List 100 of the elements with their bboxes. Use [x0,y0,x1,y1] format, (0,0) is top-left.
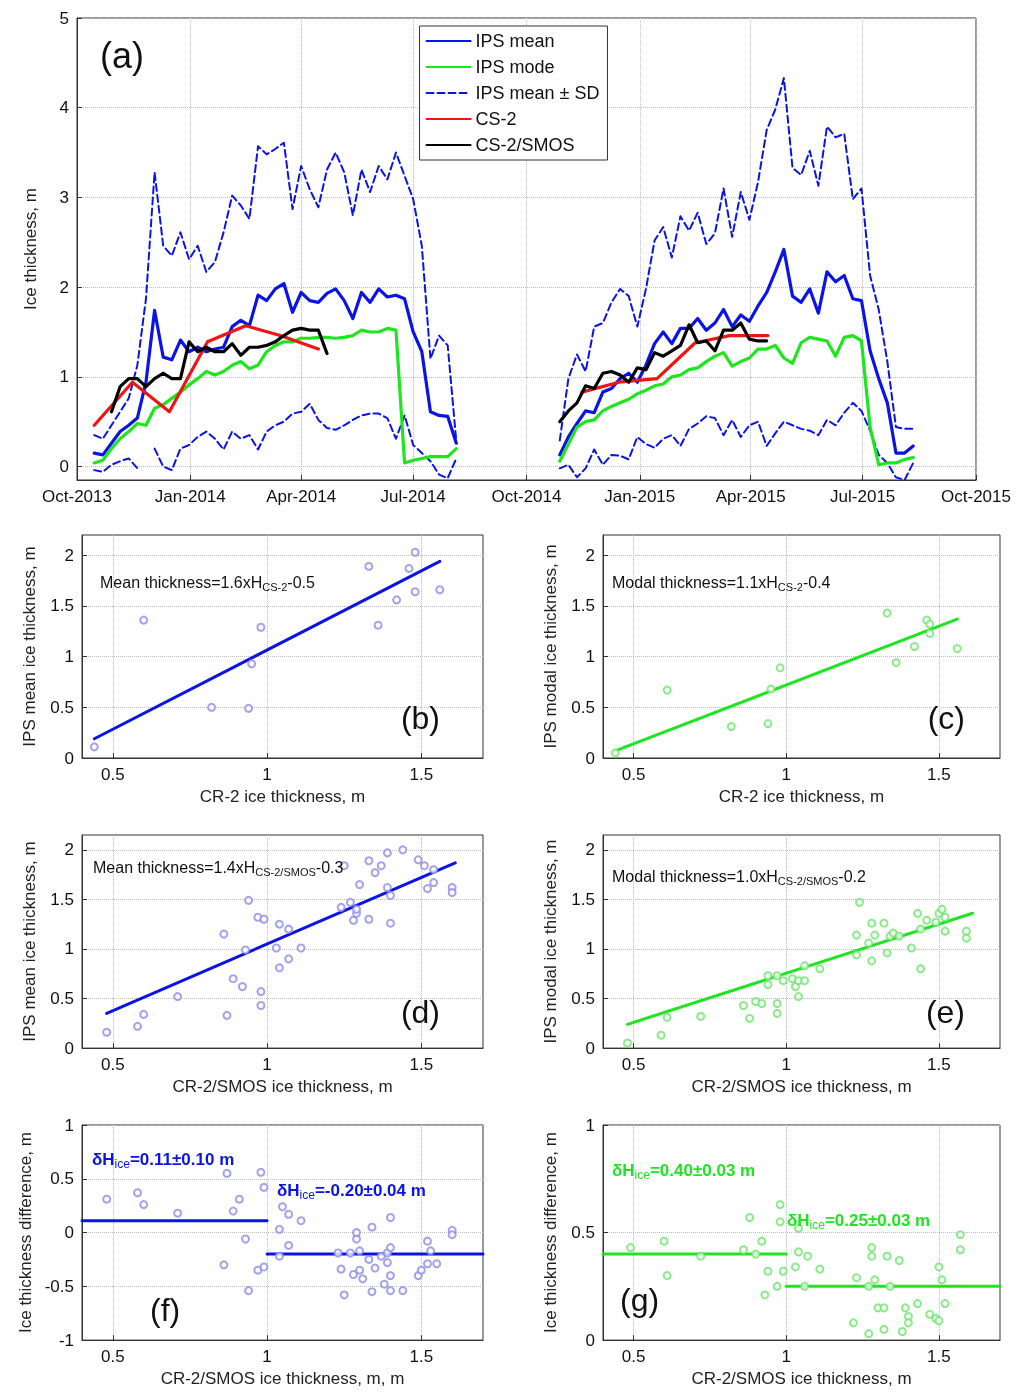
point [247,659,257,669]
point [891,658,901,668]
y-axis-title: IPS modal ice thickness, m [541,544,560,749]
point [435,585,445,595]
point [913,908,923,918]
point [410,547,420,557]
point [240,945,250,955]
point [379,1279,389,1289]
point [345,897,355,907]
point [940,912,950,922]
point [757,1236,767,1246]
point [222,1168,232,1178]
x-tick-label: 1 [781,1347,791,1367]
point [622,1038,632,1048]
point [385,1243,395,1253]
point [447,887,457,897]
point [961,926,971,936]
point [940,926,950,936]
annotation: (g) [620,1282,660,1318]
y-tick-label: 0.5 [571,989,595,1009]
point [133,1188,143,1198]
point [234,1194,244,1204]
point [367,1287,377,1297]
point [382,1258,392,1268]
point [228,974,238,984]
point [219,929,229,939]
point [259,914,269,924]
point [867,1251,877,1261]
point [367,1222,377,1232]
point [745,1212,755,1222]
point [763,971,773,981]
y-tick-label: 1.5 [50,889,74,909]
point [772,1008,782,1018]
point [385,1286,395,1296]
y-tick-label: 1 [64,647,74,667]
point [772,971,782,981]
point [364,1254,374,1264]
point [336,902,346,912]
x-tick-label: 1 [262,1347,272,1367]
point [256,1000,266,1010]
point [922,915,932,925]
point [800,1281,810,1291]
y-axis-title: IPS modal ice thickness, m [541,839,560,1044]
x-tick-label: 1 [781,765,791,784]
y-tick-label: 1 [64,1115,74,1135]
point [882,608,892,618]
point [385,1212,395,1222]
x-tick-label: Oct-2014 [491,487,562,506]
point [696,1011,706,1021]
point [751,1249,761,1259]
point [139,1009,149,1019]
y-tick-label: 1.5 [571,596,595,616]
point [422,1236,432,1246]
y-tick-label: 1 [585,1115,595,1135]
point [429,878,439,888]
point [274,1251,284,1261]
point [422,884,432,894]
point [385,1271,395,1281]
x-tick-label: 1.5 [927,765,951,784]
y-tick-label: 0.5 [50,989,74,1009]
point [662,1012,672,1022]
point [256,1167,266,1177]
point [274,963,284,973]
x-tick-label: Oct-2013 [42,487,112,506]
x-tick-label: Apr-2015 [715,487,786,506]
point [656,1030,666,1040]
point [348,1270,358,1279]
point [385,890,395,900]
point [934,1262,944,1272]
point [256,987,266,997]
point [219,1260,229,1270]
point [937,904,947,914]
point [900,1303,910,1313]
annotation: (d) [400,994,440,1030]
y-tick-label: 0 [585,748,595,768]
point [271,943,281,953]
point [333,1248,343,1258]
point [763,1266,773,1276]
point [336,1264,346,1274]
point [864,1329,874,1339]
point [382,848,392,858]
y-tick-label: 2 [59,277,69,297]
point [355,1265,365,1275]
point [376,1251,386,1261]
point [284,954,294,964]
point [931,917,941,927]
point [800,976,810,986]
y-tick-label: 2 [585,545,595,565]
point [370,1263,380,1273]
point [274,1224,284,1234]
point [296,943,306,953]
y-tick-label: 0.5 [571,1223,595,1243]
x-tick-label: Apr-2014 [266,487,337,506]
point [916,924,926,934]
point [778,976,788,986]
point [925,628,935,638]
y-tick-label: 1.5 [571,889,595,909]
y-tick-label: -1 [58,1330,74,1350]
point [855,897,865,907]
point [763,980,773,990]
